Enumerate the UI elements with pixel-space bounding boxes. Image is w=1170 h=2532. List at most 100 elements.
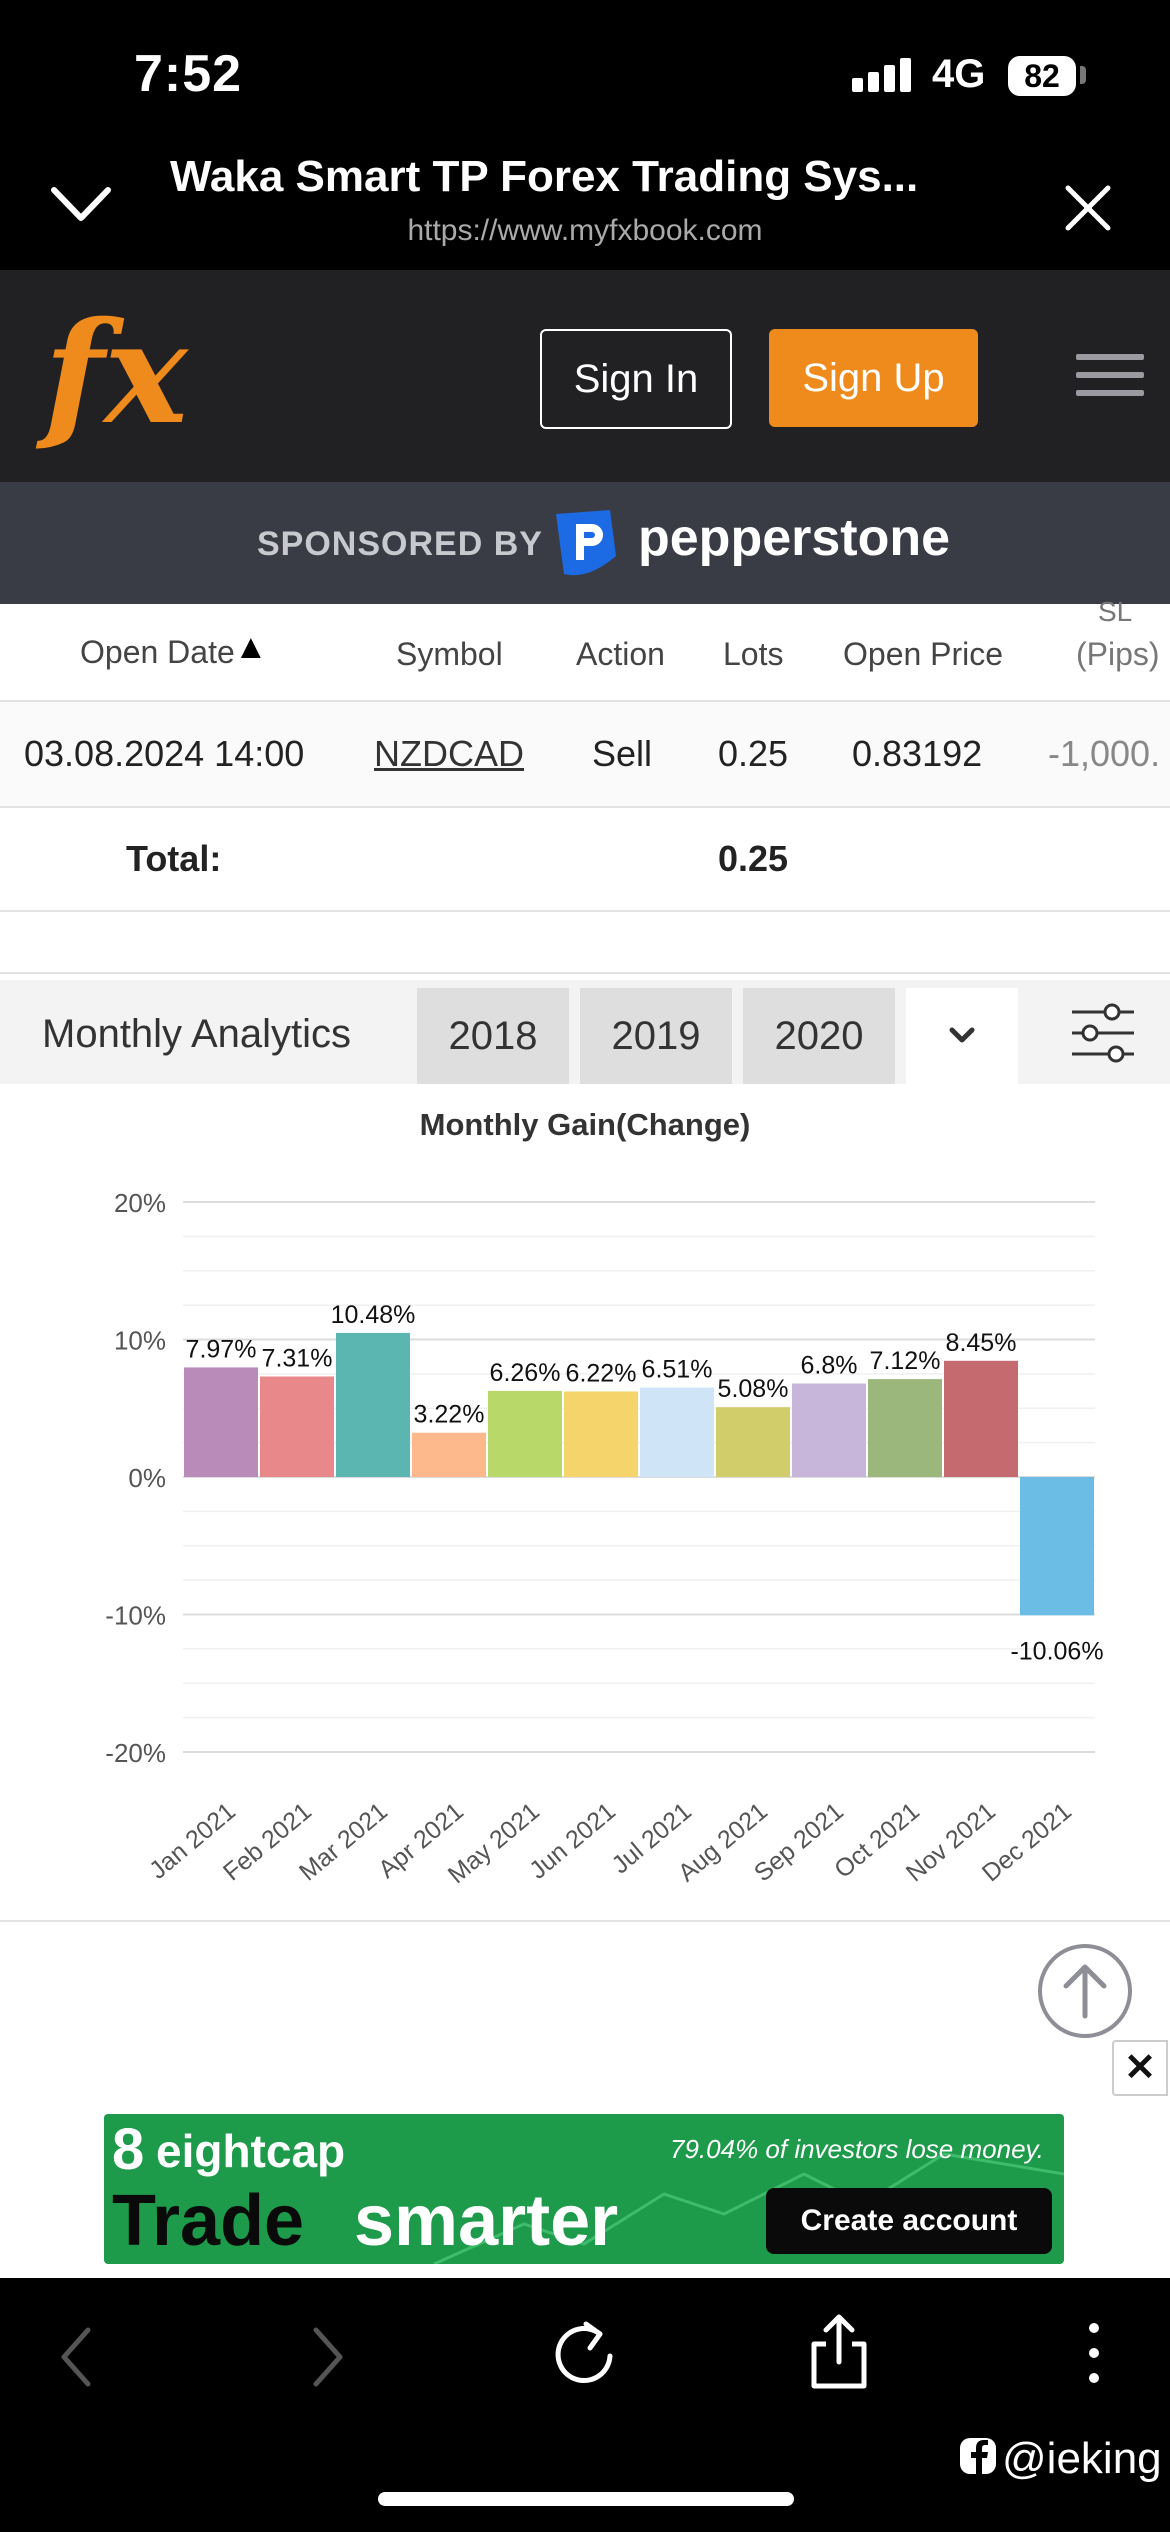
bar-value-label: 6.26% — [490, 1359, 561, 1387]
total-lots: 0.25 — [718, 838, 789, 879]
sign-up-button[interactable]: Sign Up — [769, 329, 978, 427]
chart-bar — [792, 1383, 866, 1477]
chart-y-axis: 20% 10% 0% -10% -20% — [105, 1188, 166, 1768]
ad-disclaimer: 79.04% of investors lose money. — [670, 2134, 1044, 2164]
signal-icon — [852, 58, 916, 92]
bar-value-label: 7.31% — [262, 1344, 333, 1372]
sliders-icon[interactable] — [1068, 1000, 1138, 1066]
battery-tip — [1080, 66, 1086, 84]
page-title: Waka Smart TP Forex Trading Sys... — [170, 152, 919, 201]
chevron-down-icon[interactable] — [48, 182, 114, 226]
bar-value-label: 6.22% — [566, 1359, 637, 1387]
bar-value-label: 7.97% — [186, 1335, 257, 1363]
chart-bar — [716, 1407, 790, 1477]
col-open-price[interactable]: Open Price — [843, 636, 1004, 672]
y-tick-label: -20% — [105, 1738, 166, 1768]
reload-icon[interactable] — [550, 2316, 620, 2390]
more-icon[interactable] — [1082, 2318, 1106, 2388]
cell-sl: -1,000. — [1048, 733, 1161, 774]
ad-chart-lines — [433, 2152, 1064, 2264]
col-action[interactable]: Action — [576, 636, 665, 672]
monthly-gain-chart: Monthly Gain(Change) 20% 10% 0% -10% -20% 7.… — [105, 1107, 1104, 1889]
chart-value-labels: 7.97% 7.31% 10.48% 3.22%6.26% 6.22% 6.51%5.08… — [186, 1301, 1104, 1665]
scroll-top-icon[interactable] — [1036, 1942, 1134, 2040]
analytics-title: Monthly Analytics — [42, 1012, 352, 1056]
create-account-button[interactable]: Create account — [766, 2188, 1052, 2254]
chart-bar — [412, 1432, 486, 1477]
x-tick-label: Jun 2021 — [524, 1797, 621, 1885]
ad-slogan-2: smarter — [354, 2181, 619, 2261]
back-icon[interactable] — [52, 2322, 102, 2392]
bar-value-label: 6.8% — [801, 1352, 858, 1380]
status-bar — [0, 0, 1170, 150]
watermark: @ieking — [1002, 2434, 1162, 2483]
share-icon[interactable] — [806, 2312, 872, 2392]
symbol-link[interactable]: NZDCAD — [374, 733, 524, 774]
ad-close-icon[interactable]: ✕ — [1112, 2040, 1168, 2096]
cell-open-price: 0.83192 — [852, 733, 983, 774]
divider — [0, 1920, 1170, 1922]
cell-action: Sell — [592, 733, 653, 774]
col-lots[interactable]: Lots — [723, 636, 784, 672]
page-url: https://www.myfxbook.com — [407, 214, 763, 247]
eightcap-logo-icon: 8 — [112, 2117, 145, 2182]
year-tab-2020[interactable]: 2020 — [743, 988, 895, 1084]
facebook-icon — [960, 2438, 996, 2474]
divider — [0, 700, 1170, 702]
year-tab-2019[interactable]: 2019 — [580, 988, 732, 1084]
col-sl-line2[interactable]: (Pips) — [1076, 636, 1160, 672]
chart-bar — [336, 1332, 410, 1477]
col-sl-line1[interactable]: SL — [1098, 596, 1133, 627]
y-tick-label: 20% — [114, 1188, 166, 1218]
forward-icon[interactable] — [302, 2322, 352, 2392]
home-indicator — [378, 2492, 794, 2506]
divider — [0, 910, 1170, 912]
chart-bar — [260, 1376, 334, 1477]
y-tick-label: 10% — [114, 1326, 166, 1356]
chart-bar — [1020, 1477, 1094, 1616]
sponsor-brand: pepperstone — [638, 509, 951, 567]
year-tab-2018[interactable]: 2018 — [417, 988, 569, 1084]
divider — [0, 972, 1170, 974]
total-label: Total: — [126, 838, 222, 879]
chart-bar — [640, 1387, 714, 1477]
chart-bar — [564, 1391, 638, 1477]
fx-logo[interactable]: fx — [44, 292, 188, 456]
chevron-down-icon[interactable] — [906, 988, 1018, 1084]
sponsor-label: SPONSORED BY — [257, 525, 543, 563]
bar-value-label: 6.51% — [642, 1355, 713, 1383]
chart-bar — [868, 1379, 942, 1477]
browser-header — [0, 150, 1170, 270]
menu-icon[interactable] — [1076, 354, 1144, 408]
bar-value-label: 8.45% — [946, 1329, 1017, 1357]
bar-value-label: -10.06% — [1010, 1637, 1103, 1665]
bar-value-label: 10.48% — [331, 1301, 416, 1329]
ad-brand: eightcap — [156, 2125, 346, 2177]
col-open-date[interactable]: Open Date — [80, 634, 235, 670]
chart-grid — [183, 1201, 1095, 1753]
sign-in-button[interactable]: Sign In — [540, 329, 732, 429]
close-icon[interactable] — [1062, 182, 1114, 234]
divider — [0, 806, 1170, 808]
y-tick-label: 0% — [128, 1463, 166, 1493]
bar-value-label: 3.22% — [414, 1401, 485, 1429]
chart-bar — [944, 1360, 1018, 1477]
chart-bars — [184, 1332, 1094, 1616]
col-symbol[interactable]: Symbol — [396, 636, 503, 672]
pepperstone-logo-icon — [556, 510, 616, 576]
sort-asc-icon[interactable]: ▲ — [234, 628, 268, 666]
cell-open-date: 03.08.2024 14:00 — [24, 733, 305, 774]
status-time: 7:52 — [134, 45, 243, 103]
cell-lots: 0.25 — [718, 733, 789, 774]
ad-slogan-1: Trade — [112, 2181, 305, 2261]
ad-banner[interactable]: 8 eightcap 79.04% of investors lose mone… — [104, 2114, 1064, 2264]
network-label: 4G — [932, 52, 986, 96]
chart-title: Monthly Gain(Change) — [420, 1107, 751, 1142]
chart-bar — [488, 1390, 562, 1477]
chart-bar — [184, 1367, 258, 1477]
table-row — [0, 702, 1170, 806]
year-dropdown[interactable] — [906, 988, 1018, 1084]
y-tick-label: -10% — [105, 1601, 166, 1631]
browser-toolbar — [0, 2278, 1170, 2532]
